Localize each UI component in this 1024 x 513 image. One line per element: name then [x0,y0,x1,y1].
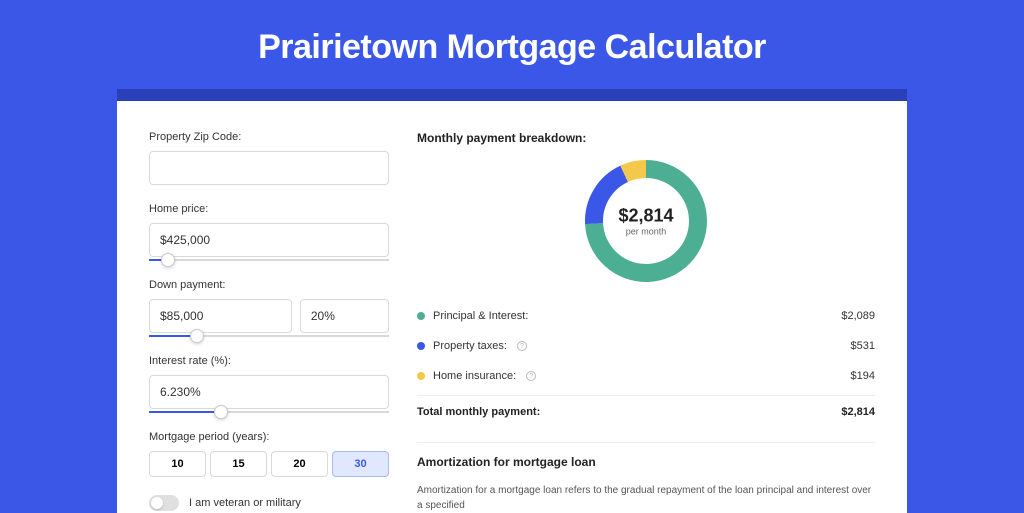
veteran-row: I am veteran or military [149,495,389,511]
down-payment-field: Down payment: [149,279,389,337]
legend-list: Principal & Interest: $2,089 Property taxe… [417,301,875,391]
zip-label: Property Zip Code: [149,131,389,143]
interest-label: Interest rate (%): [149,355,389,367]
home-price-label: Home price: [149,203,389,215]
veteran-label: I am veteran or military [189,497,301,509]
home-price-field: Home price: [149,203,389,261]
calculator-card: Property Zip Code: Home price: Down paym… [117,89,907,513]
total-value: $2,814 [841,406,875,418]
interest-input[interactable] [149,375,389,409]
veteran-toggle[interactable] [149,495,179,511]
zip-input[interactable] [149,151,389,185]
legend-value: $2,089 [841,310,875,322]
payment-donut-chart: $2,814 per month [584,159,708,283]
period-button-10[interactable]: 10 [149,451,206,477]
zip-field: Property Zip Code: [149,131,389,185]
down-payment-label: Down payment: [149,279,389,291]
legend-label: Property taxes: [433,340,507,352]
breakdown-column: Monthly payment breakdown: $2,814 per mo… [417,131,875,513]
total-label: Total monthly payment: [417,406,540,418]
legend-row: Principal & Interest: $2,089 [417,301,875,331]
legend-value: $194 [851,370,875,382]
divider [417,442,875,443]
info-icon[interactable]: ? [526,371,536,381]
donut-center: $2,814 per month [618,206,673,237]
page-title: Prairietown Mortgage Calculator [0,0,1024,89]
period-label: Mortgage period (years): [149,431,389,443]
legend-label: Home insurance: [433,370,516,382]
legend-row: Property taxes:? $531 [417,331,875,361]
breakdown-title: Monthly payment breakdown: [417,131,875,145]
down-payment-percent-input[interactable] [300,299,389,333]
legend-value: $531 [851,340,875,352]
home-price-slider[interactable] [149,259,389,261]
legend-dot [417,312,425,320]
down-payment-amount-input[interactable] [149,299,292,333]
legend-dot [417,342,425,350]
down-payment-slider[interactable] [149,335,389,337]
info-icon[interactable]: ? [517,341,527,351]
legend-dot [417,372,425,380]
donut-container: $2,814 per month [417,159,875,283]
legend-label: Principal & Interest: [433,310,528,322]
period-button-30[interactable]: 30 [332,451,389,477]
donut-sub: per month [618,227,673,237]
interest-slider[interactable] [149,411,389,413]
period-button-20[interactable]: 20 [271,451,328,477]
inputs-column: Property Zip Code: Home price: Down paym… [149,131,389,513]
period-button-group: 10152030 [149,451,389,477]
period-field: Mortgage period (years): 10152030 [149,431,389,477]
home-price-input[interactable] [149,223,389,257]
donut-value: $2,814 [618,206,673,227]
interest-field: Interest rate (%): [149,355,389,413]
amortization-text: Amortization for a mortgage loan refers … [417,483,875,513]
amortization-title: Amortization for mortgage loan [417,455,875,469]
legend-row: Home insurance:? $194 [417,361,875,391]
total-row: Total monthly payment: $2,814 [417,395,875,428]
toggle-knob [151,497,163,509]
period-button-15[interactable]: 15 [210,451,267,477]
